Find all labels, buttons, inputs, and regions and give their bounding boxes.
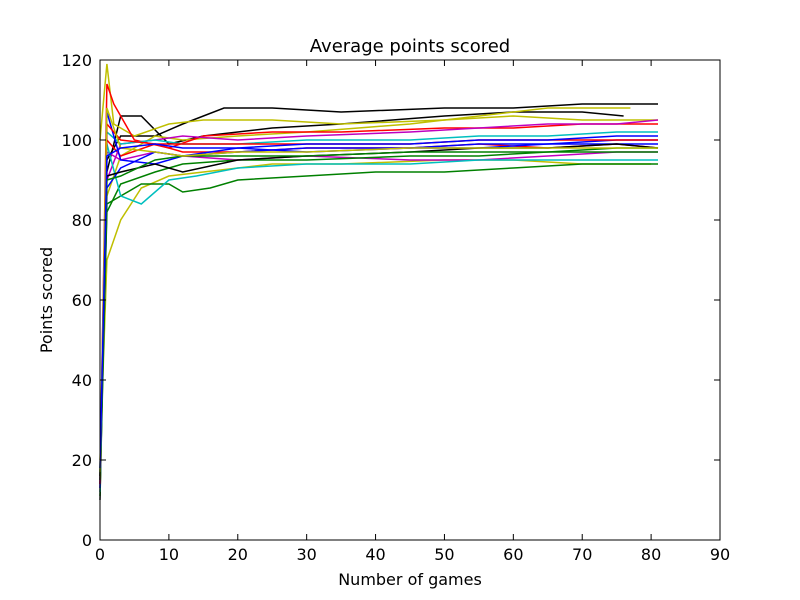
x-axis-label: Number of games	[338, 570, 482, 589]
series-line-7	[99, 138, 659, 493]
series-line-13	[99, 130, 658, 493]
y-tick-label-0: 0	[82, 531, 92, 550]
y-axis-label: Points scored	[37, 247, 56, 353]
plot-frame	[99, 59, 721, 541]
x-tick-label-30: 30	[296, 545, 316, 564]
axis-ticks: 0 10 20 30 40 50 60 70 80 90 0 20 40 60 80 100 120	[61, 51, 730, 564]
series-line-18	[99, 147, 658, 481]
y-tick-label-100: 100	[61, 131, 92, 150]
series-line-20	[99, 135, 658, 469]
series-line-3	[99, 63, 658, 141]
series-line-5	[99, 107, 631, 469]
series-line-4	[99, 159, 652, 461]
x-tick-label-60: 60	[503, 545, 523, 564]
series-line-2	[99, 111, 624, 485]
y-tick-label-40: 40	[72, 371, 92, 390]
series-line-14	[99, 111, 658, 489]
series-line-8	[99, 119, 659, 489]
y-tick-label-120: 120	[61, 51, 92, 70]
x-tick-label-90: 90	[710, 545, 730, 564]
chart-title: Average points scored	[310, 36, 510, 57]
x-tick-label-50: 50	[434, 545, 454, 564]
y-tick-label-60: 60	[72, 291, 92, 310]
series-line-11	[99, 151, 658, 477]
series-layer	[99, 63, 659, 501]
series-line-10	[99, 163, 658, 497]
series-line-19	[99, 107, 658, 473]
series-line-15	[99, 143, 658, 481]
x-tick-label-70: 70	[572, 545, 592, 564]
series-line-6	[99, 83, 658, 481]
series-line-9	[99, 150, 658, 485]
x-tick-label-20: 20	[228, 545, 248, 564]
series-line-12	[99, 143, 658, 473]
y-tick-label-20: 20	[72, 451, 92, 470]
y-tick-label-80: 80	[72, 211, 92, 230]
x-tick-label-0: 0	[95, 545, 105, 564]
x-tick-label-10: 10	[159, 545, 179, 564]
x-tick-label-40: 40	[365, 545, 385, 564]
series-line-16	[99, 143, 659, 477]
x-tick-label-80: 80	[641, 545, 661, 564]
